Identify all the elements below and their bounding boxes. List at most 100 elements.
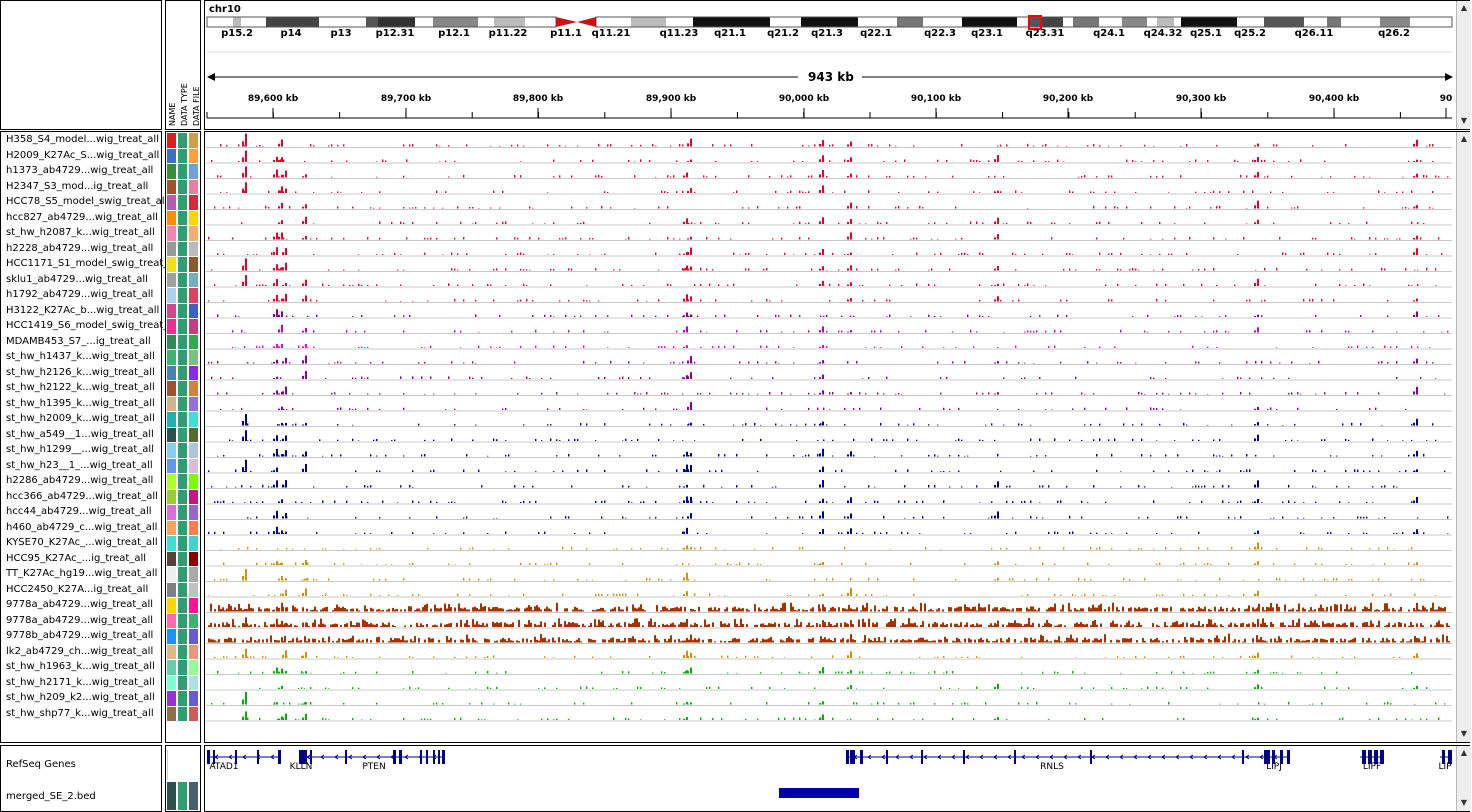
bed-track-name[interactable]: merged_SE_2.bed bbox=[6, 791, 96, 802]
track-attribute-swatch[interactable] bbox=[178, 288, 187, 303]
track-attribute-swatch[interactable] bbox=[178, 598, 187, 613]
track-attribute-swatch[interactable] bbox=[178, 582, 187, 597]
track-attribute-swatch[interactable] bbox=[189, 582, 198, 597]
track-attribute-swatch[interactable] bbox=[178, 164, 187, 179]
track-name[interactable]: MDAMB453_S7_...ig_treat_all bbox=[6, 335, 151, 347]
attribute-header-panel[interactable]: NAME DATA TYPE DATA FILE bbox=[165, 0, 201, 130]
gene-label[interactable]: PTEN bbox=[362, 762, 386, 772]
data-scroll-down-button[interactable]: ▼ bbox=[1460, 729, 1468, 738]
track-name[interactable]: h460_ab4729_c...wig_treat_all bbox=[6, 521, 158, 533]
track-attribute-swatch[interactable] bbox=[189, 474, 198, 489]
track-attribute-swatch[interactable] bbox=[167, 195, 176, 210]
header-scrollbar[interactable]: ▲ ▼ bbox=[1456, 1, 1471, 129]
track-attribute-swatch[interactable] bbox=[189, 675, 198, 690]
feature-tracks-panel[interactable]: ▲ ▼ bbox=[204, 745, 1471, 812]
track-name[interactable]: HCC1419_S6_model_swig_treat_all bbox=[6, 320, 180, 331]
track-name[interactable]: st_hw_h1963_k...wig_treat_all bbox=[6, 661, 155, 672]
track-attribute-swatch[interactable] bbox=[178, 489, 187, 504]
track-attribute-swatch[interactable] bbox=[167, 148, 176, 163]
track-attribute-swatch[interactable] bbox=[189, 319, 198, 334]
track-attribute-swatch[interactable] bbox=[167, 241, 176, 256]
track-attribute-swatch[interactable] bbox=[178, 148, 187, 163]
track-attribute-swatch[interactable] bbox=[178, 675, 187, 690]
track-attribute-swatch[interactable] bbox=[178, 303, 187, 318]
track-name[interactable]: st_hw_h2009_k...wig_treat_all bbox=[6, 413, 155, 424]
track-name[interactable]: st_hw_h2122_k...wig_treat_all bbox=[6, 382, 155, 393]
track-attributes-panel[interactable] bbox=[165, 131, 201, 743]
track-attribute-swatch[interactable] bbox=[167, 210, 176, 225]
track-name[interactable]: HCC95_K27Ac_...ig_treat_all bbox=[6, 552, 147, 564]
track-attribute-swatch[interactable] bbox=[178, 350, 187, 365]
track-attribute-swatch[interactable] bbox=[178, 226, 187, 241]
track-attribute-swatch[interactable] bbox=[178, 427, 187, 442]
track-attribute-swatch[interactable] bbox=[167, 489, 176, 504]
track-attribute-swatch[interactable] bbox=[189, 257, 198, 272]
track-attribute-swatch[interactable] bbox=[178, 706, 187, 721]
track-name[interactable]: KYSE70_K27Ac_...wig_treat_all bbox=[6, 537, 158, 548]
track-attribute-swatch[interactable] bbox=[189, 133, 198, 148]
gene-label[interactable]: LIP bbox=[1438, 762, 1452, 772]
feature-scroll-down-button[interactable]: ▼ bbox=[1460, 798, 1468, 807]
gene-label[interactable]: RNLS bbox=[1040, 762, 1064, 772]
track-attribute-swatch[interactable] bbox=[167, 272, 176, 287]
track-name[interactable]: hcc366_ab4729...wig_treat_all bbox=[6, 490, 158, 502]
attr-header-name[interactable]: NAME bbox=[168, 102, 177, 126]
track-attribute-swatch[interactable] bbox=[178, 644, 187, 659]
track-attribute-swatch[interactable] bbox=[167, 381, 176, 396]
track-attribute-swatch[interactable] bbox=[178, 396, 187, 411]
track-name[interactable]: hcc44_ab4729...wig_treat_all bbox=[6, 506, 152, 517]
track-name[interactable]: st_hw_h1299__...wig_treat_all bbox=[6, 444, 154, 455]
track-attribute-swatch[interactable] bbox=[178, 241, 187, 256]
track-attribute-swatch[interactable] bbox=[178, 567, 187, 582]
track-attribute-swatch[interactable] bbox=[167, 133, 176, 148]
track-name[interactable]: H2009_K27Ac_S...wig_treat_all bbox=[6, 149, 160, 161]
track-attribute-swatch[interactable] bbox=[178, 133, 187, 148]
track-name[interactable]: H3122_K27Ac_b...wig_treat_all bbox=[6, 304, 160, 316]
track-name[interactable]: h1792_ab4729...wig_treat_all bbox=[6, 289, 154, 300]
track-attribute-swatch[interactable] bbox=[167, 350, 176, 365]
track-attribute-swatch[interactable] bbox=[189, 505, 198, 520]
track-attribute-swatch[interactable] bbox=[178, 443, 187, 458]
track-name[interactable]: st_hw_h23__1_...wig_treat_all bbox=[6, 459, 153, 471]
track-attribute-swatch[interactable] bbox=[189, 629, 198, 644]
track-attribute-swatch[interactable] bbox=[189, 350, 198, 365]
track-attribute-swatch[interactable] bbox=[167, 226, 176, 241]
track-attribute-swatch[interactable] bbox=[189, 536, 198, 551]
track-attribute-swatch[interactable] bbox=[167, 412, 176, 427]
feature-scroll-up-button[interactable]: ▲ bbox=[1460, 748, 1468, 757]
track-name[interactable]: 9778a_ab4729...wig_treat_all bbox=[6, 599, 154, 610]
scroll-up-button[interactable]: ▲ bbox=[1460, 3, 1468, 12]
track-attribute-swatch[interactable] bbox=[167, 179, 176, 194]
gene-label[interactable]: ATAD1 bbox=[209, 762, 239, 772]
track-attribute-swatch[interactable] bbox=[189, 598, 198, 613]
track-attribute-swatch[interactable] bbox=[189, 613, 198, 628]
track-name[interactable]: h1373_ab4729...wig_treat_all bbox=[6, 165, 154, 176]
track-attribute-swatch[interactable] bbox=[189, 660, 198, 675]
track-attribute-swatch[interactable] bbox=[167, 629, 176, 644]
track-attribute-swatch[interactable] bbox=[167, 474, 176, 489]
track-attribute-swatch[interactable] bbox=[167, 691, 176, 706]
track-attribute-swatch[interactable] bbox=[189, 458, 198, 473]
track-name[interactable]: st_hw_h1437_k...wig_treat_all bbox=[6, 351, 155, 362]
track-attribute-swatch[interactable] bbox=[178, 536, 187, 551]
track-attribute-swatch[interactable] bbox=[167, 288, 176, 303]
track-attribute-swatch[interactable] bbox=[167, 613, 176, 628]
track-attribute-swatch[interactable] bbox=[189, 412, 198, 427]
track-name[interactable]: h2228_ab4729...wig_treat_all bbox=[6, 242, 154, 254]
feature-scrollbar[interactable]: ▲ ▼ bbox=[1456, 746, 1471, 811]
track-attribute-swatch[interactable] bbox=[178, 381, 187, 396]
track-name[interactable]: HCC2450_K27A...ig_treat_all bbox=[6, 583, 149, 595]
track-name[interactable]: sklu1_ab4729...wig_treat_all bbox=[6, 273, 148, 285]
track-attribute-swatch[interactable] bbox=[189, 210, 198, 225]
data-scrollbar[interactable]: ▲ ▼ bbox=[1456, 132, 1471, 742]
track-attribute-swatch[interactable] bbox=[189, 443, 198, 458]
track-attribute-swatch[interactable] bbox=[189, 303, 198, 318]
track-attribute-swatch[interactable] bbox=[189, 272, 198, 287]
track-attribute-swatch[interactable] bbox=[178, 257, 187, 272]
track-name[interactable]: st_hw_h209_k2...wig_treat_all bbox=[6, 692, 155, 703]
data-scroll-up-button[interactable]: ▲ bbox=[1460, 134, 1468, 143]
track-name[interactable]: st_hw_h2171_k...wig_treat_all bbox=[6, 676, 155, 688]
track-attribute-swatch[interactable] bbox=[178, 551, 187, 566]
track-name[interactable]: 9778b_ab4729...wig_treat_all bbox=[6, 630, 154, 641]
attr-header-datafile[interactable]: DATA FILE bbox=[192, 86, 201, 126]
